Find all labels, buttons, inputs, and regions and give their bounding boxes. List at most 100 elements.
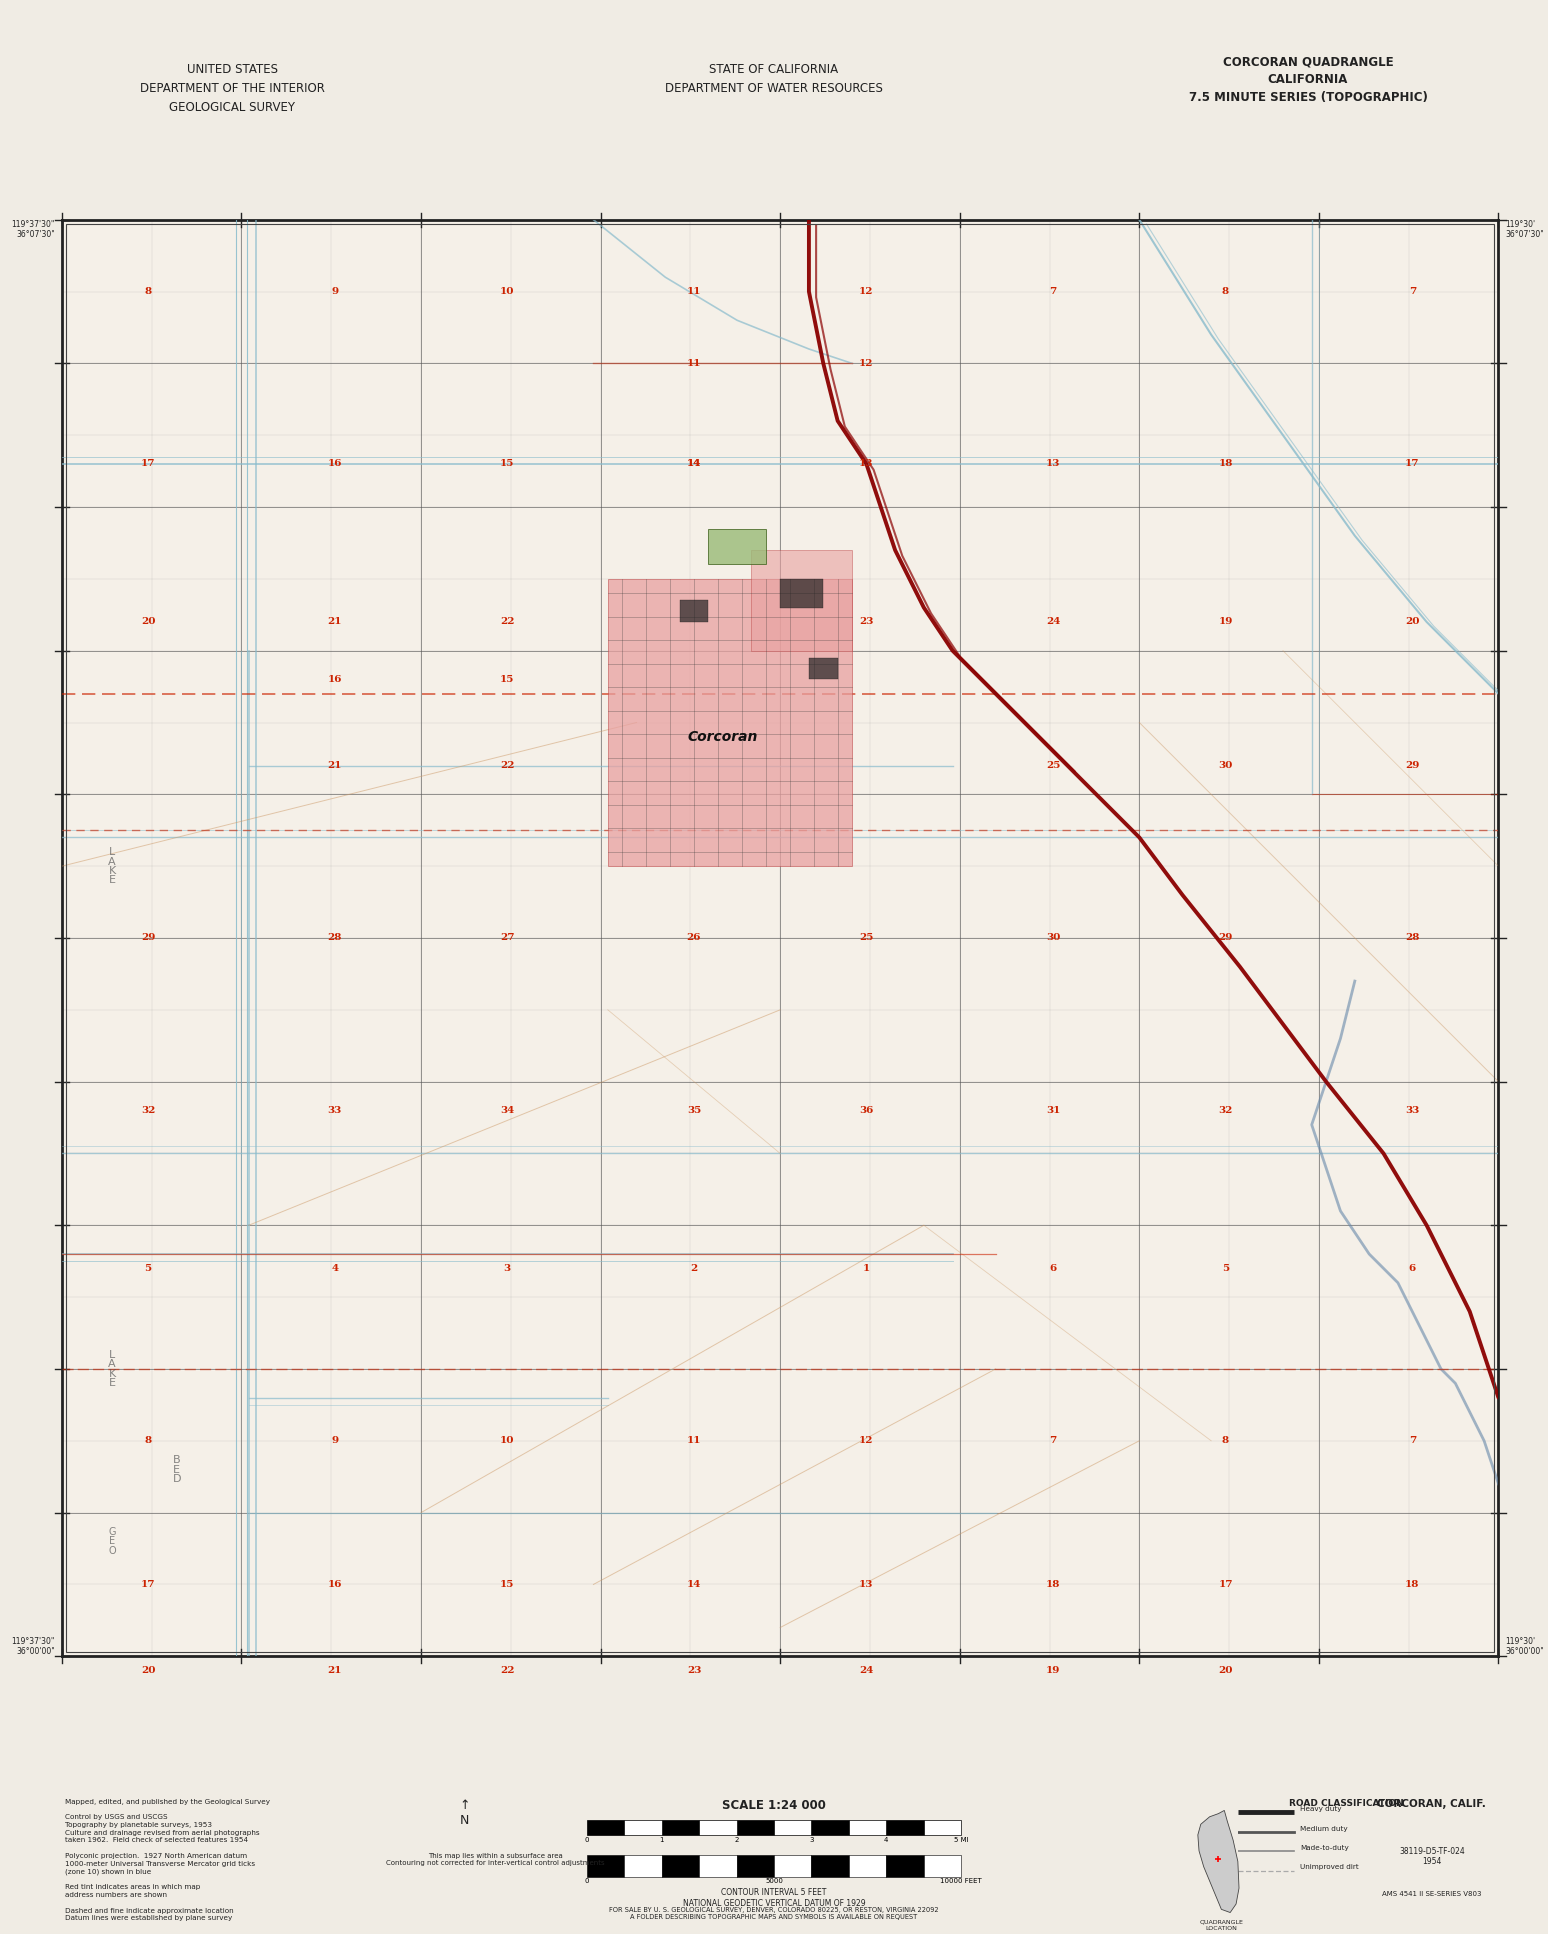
Text: 1: 1 xyxy=(659,1837,664,1843)
Text: 20: 20 xyxy=(1406,617,1420,627)
Text: 30: 30 xyxy=(1046,934,1060,942)
Text: 4: 4 xyxy=(884,1837,889,1843)
Text: 12: 12 xyxy=(859,1437,873,1445)
Text: 17: 17 xyxy=(141,460,155,468)
Text: 21: 21 xyxy=(328,762,342,770)
Text: 8: 8 xyxy=(1221,1437,1229,1445)
Text: 10: 10 xyxy=(500,1437,514,1445)
Text: CORCORAN, CALIF.: CORCORAN, CALIF. xyxy=(1378,1799,1486,1808)
Text: 4: 4 xyxy=(331,1265,339,1273)
Text: Mapped, edited, and published by the Geological Survey

Control by USGS and USCG: Mapped, edited, and published by the Geo… xyxy=(65,1799,269,1920)
Bar xyxy=(848,1855,885,1878)
Text: 33: 33 xyxy=(1406,1106,1420,1114)
Bar xyxy=(587,1820,624,1835)
Text: 5 MI: 5 MI xyxy=(954,1837,969,1843)
Text: 36: 36 xyxy=(859,1106,873,1114)
Polygon shape xyxy=(1198,1810,1238,1913)
Text: 30: 30 xyxy=(1218,762,1232,770)
Text: 18: 18 xyxy=(1406,1580,1420,1590)
Bar xyxy=(811,1820,848,1835)
Text: STATE OF CALIFORNIA
DEPARTMENT OF WATER RESOURCES: STATE OF CALIFORNIA DEPARTMENT OF WATER … xyxy=(666,62,882,95)
Text: 9: 9 xyxy=(331,286,339,296)
Bar xyxy=(624,1820,661,1835)
Bar xyxy=(587,1855,624,1878)
Text: Heavy duty: Heavy duty xyxy=(1300,1806,1342,1812)
Text: L
A
K
E: L A K E xyxy=(108,1350,116,1389)
Text: Medium duty: Medium duty xyxy=(1300,1826,1348,1831)
Text: 13: 13 xyxy=(859,1580,873,1590)
Text: This map lies within a subsurface area
Contouring not corrected for inter-vertic: This map lies within a subsurface area C… xyxy=(385,1853,605,1866)
Text: 119°37'30"
36°07'30": 119°37'30" 36°07'30" xyxy=(11,220,54,240)
Bar xyxy=(700,1855,737,1878)
Text: 13: 13 xyxy=(1046,460,1060,468)
Text: 21: 21 xyxy=(328,617,342,627)
Text: 23: 23 xyxy=(859,617,873,627)
Text: 20: 20 xyxy=(1218,1665,1232,1675)
Text: UNITED STATES
DEPARTMENT OF THE INTERIOR
GEOLOGICAL SURVEY: UNITED STATES DEPARTMENT OF THE INTERIOR… xyxy=(139,62,325,114)
Text: 2: 2 xyxy=(734,1837,738,1843)
Text: 25: 25 xyxy=(859,934,873,942)
Text: 26: 26 xyxy=(687,934,701,942)
Text: 21: 21 xyxy=(328,1665,342,1675)
Text: 16: 16 xyxy=(328,460,342,468)
Text: AMS 4541 II SE-SERIES V803: AMS 4541 II SE-SERIES V803 xyxy=(1382,1891,1481,1897)
Text: 19: 19 xyxy=(1218,617,1232,627)
Text: 0: 0 xyxy=(585,1878,590,1884)
Text: 32: 32 xyxy=(1218,1106,1232,1114)
Text: 22: 22 xyxy=(500,617,514,627)
Bar xyxy=(848,1820,885,1835)
Bar xyxy=(780,578,824,607)
Bar xyxy=(680,600,709,623)
Bar xyxy=(751,549,851,650)
Text: 27: 27 xyxy=(500,934,514,942)
Text: 7: 7 xyxy=(1409,1437,1416,1445)
Bar xyxy=(663,1820,700,1835)
Text: 28: 28 xyxy=(328,934,342,942)
Text: SCALE 1:24 000: SCALE 1:24 000 xyxy=(721,1799,827,1812)
Text: 8: 8 xyxy=(144,1437,152,1445)
Text: 119°30'
36°07'30": 119°30' 36°07'30" xyxy=(1506,220,1545,240)
Text: 5: 5 xyxy=(1221,1265,1229,1273)
Text: 8: 8 xyxy=(1221,286,1229,296)
Bar xyxy=(810,658,837,679)
Text: 24: 24 xyxy=(1046,617,1060,627)
Text: QUADRANGLE
LOCATION: QUADRANGLE LOCATION xyxy=(1200,1920,1243,1930)
Text: CORCORAN QUADRANGLE
CALIFORNIA
7.5 MINUTE SERIES (TOPOGRAPHIC): CORCORAN QUADRANGLE CALIFORNIA 7.5 MINUT… xyxy=(1189,54,1427,104)
Text: 20: 20 xyxy=(141,1665,155,1675)
Text: 35: 35 xyxy=(687,1106,701,1114)
Bar xyxy=(737,1820,774,1835)
Bar xyxy=(924,1820,961,1835)
Text: Made-to-duty: Made-to-duty xyxy=(1300,1845,1348,1851)
Text: 25: 25 xyxy=(1046,762,1060,770)
Text: 29: 29 xyxy=(1218,934,1232,942)
Text: 23: 23 xyxy=(687,1665,701,1675)
Text: L
A
K
E: L A K E xyxy=(108,847,116,886)
Bar xyxy=(811,1855,848,1878)
Bar xyxy=(700,1820,737,1835)
Text: ROAD CLASSIFICATION: ROAD CLASSIFICATION xyxy=(1289,1799,1404,1808)
Text: 20: 20 xyxy=(141,617,155,627)
Text: 7: 7 xyxy=(1050,286,1057,296)
Text: 2: 2 xyxy=(690,1265,698,1273)
Text: 7: 7 xyxy=(1409,286,1416,296)
Text: 119°37'30"
36°00'00": 119°37'30" 36°00'00" xyxy=(11,1636,54,1656)
Text: 7: 7 xyxy=(1050,1437,1057,1445)
Text: 14: 14 xyxy=(687,1580,701,1590)
Text: Corcoran: Corcoran xyxy=(687,729,759,745)
Bar xyxy=(608,578,851,866)
Text: 0: 0 xyxy=(585,1837,590,1843)
Bar xyxy=(709,528,766,565)
Text: 3: 3 xyxy=(503,1265,511,1273)
Bar xyxy=(885,1820,924,1835)
Text: 15: 15 xyxy=(500,675,514,685)
Text: G
E
O: G E O xyxy=(108,1528,116,1555)
Text: 11: 11 xyxy=(687,360,701,367)
Text: 119°30'
36°00'00": 119°30' 36°00'00" xyxy=(1506,1636,1545,1656)
Text: 17: 17 xyxy=(1218,1580,1232,1590)
Text: Unimproved dirt: Unimproved dirt xyxy=(1300,1864,1359,1870)
Text: 28: 28 xyxy=(1406,934,1420,942)
Text: 10000 FEET: 10000 FEET xyxy=(940,1878,981,1884)
Text: 1: 1 xyxy=(862,1265,870,1273)
Text: 11: 11 xyxy=(687,286,701,296)
Bar xyxy=(624,1855,661,1878)
